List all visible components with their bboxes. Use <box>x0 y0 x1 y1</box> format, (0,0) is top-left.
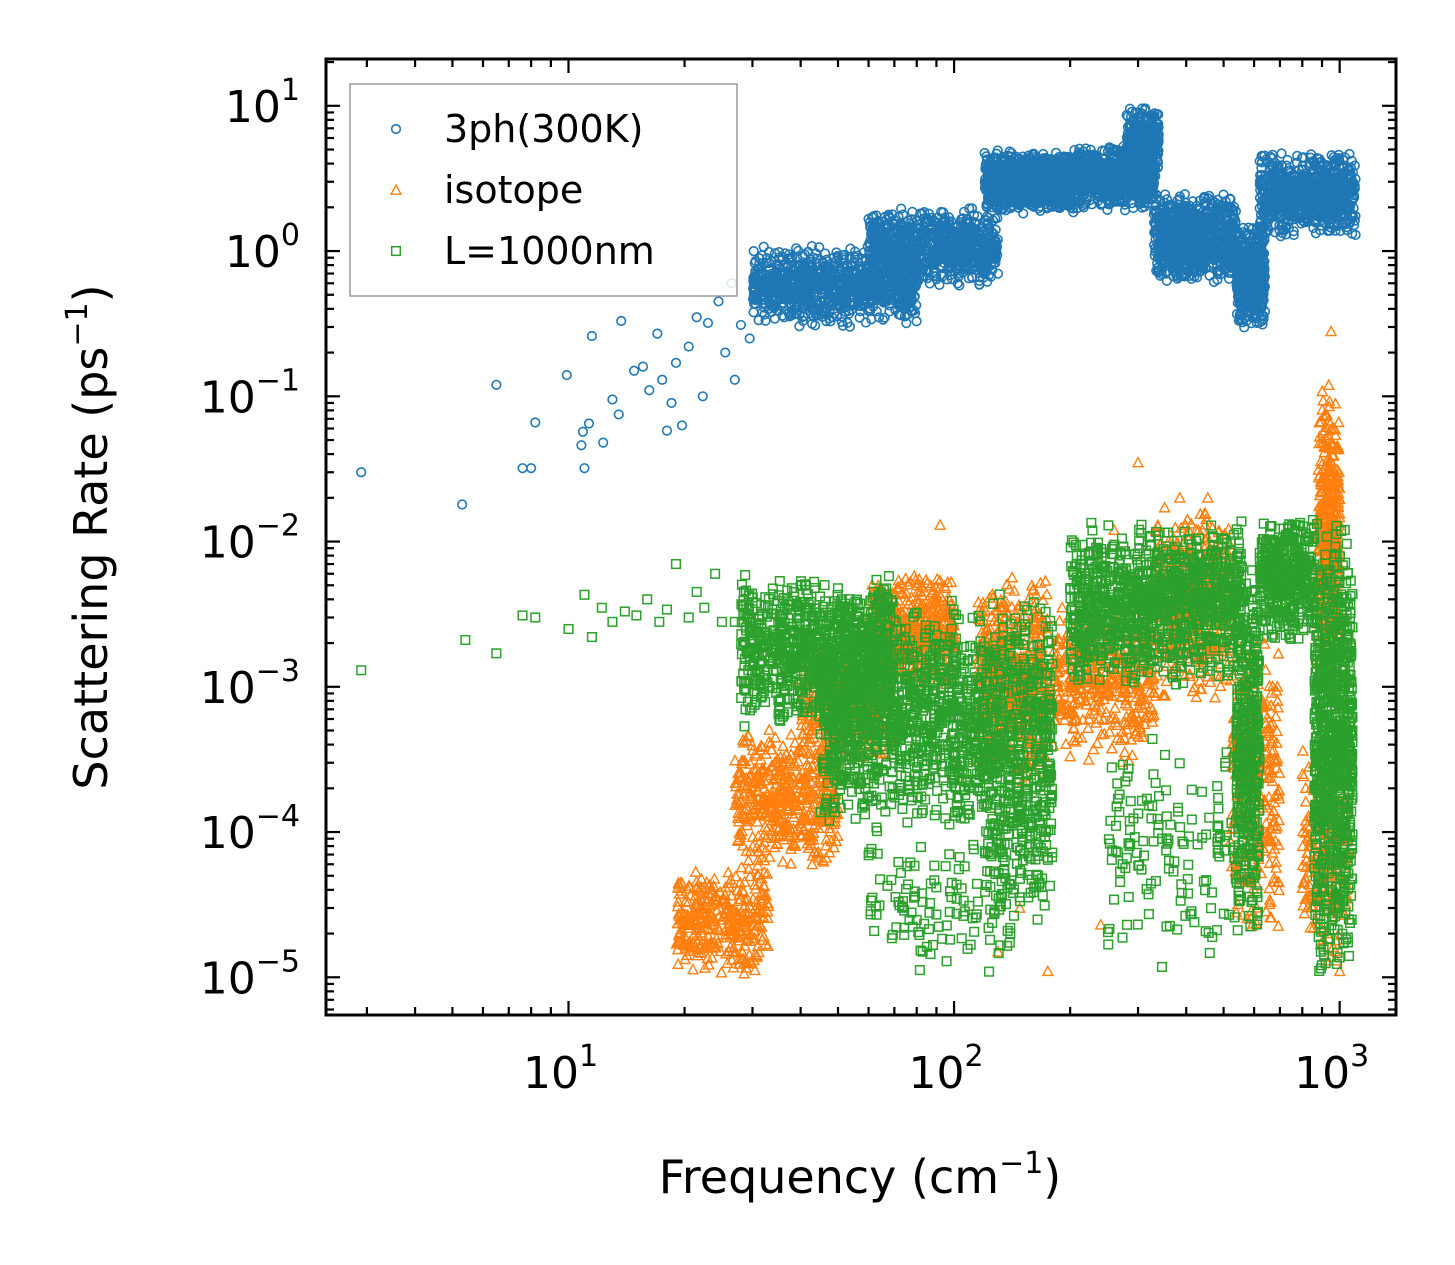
3ph-300k--point <box>860 317 871 328</box>
3ph-300k--point <box>758 241 769 252</box>
3ph-300k--point <box>748 307 759 318</box>
data-layer <box>356 103 1361 979</box>
3ph-300k--point <box>854 312 865 323</box>
3ph-300k--point <box>901 318 912 329</box>
series-3ph(300K) <box>356 103 1361 510</box>
3ph-300k--point <box>774 246 785 258</box>
3ph-300k--point <box>924 278 935 289</box>
3ph-300k--point <box>1119 205 1131 216</box>
3ph-300k--point <box>791 243 802 254</box>
3ph-300k--point <box>806 240 818 252</box>
3ph-300k--point <box>954 280 965 291</box>
3ph-300k--point <box>877 314 889 325</box>
3ph-300k--point <box>911 316 922 327</box>
3ph-300k--point <box>748 245 759 257</box>
3ph-300k--point <box>879 312 890 323</box>
3ph-300k--point <box>1018 208 1029 219</box>
